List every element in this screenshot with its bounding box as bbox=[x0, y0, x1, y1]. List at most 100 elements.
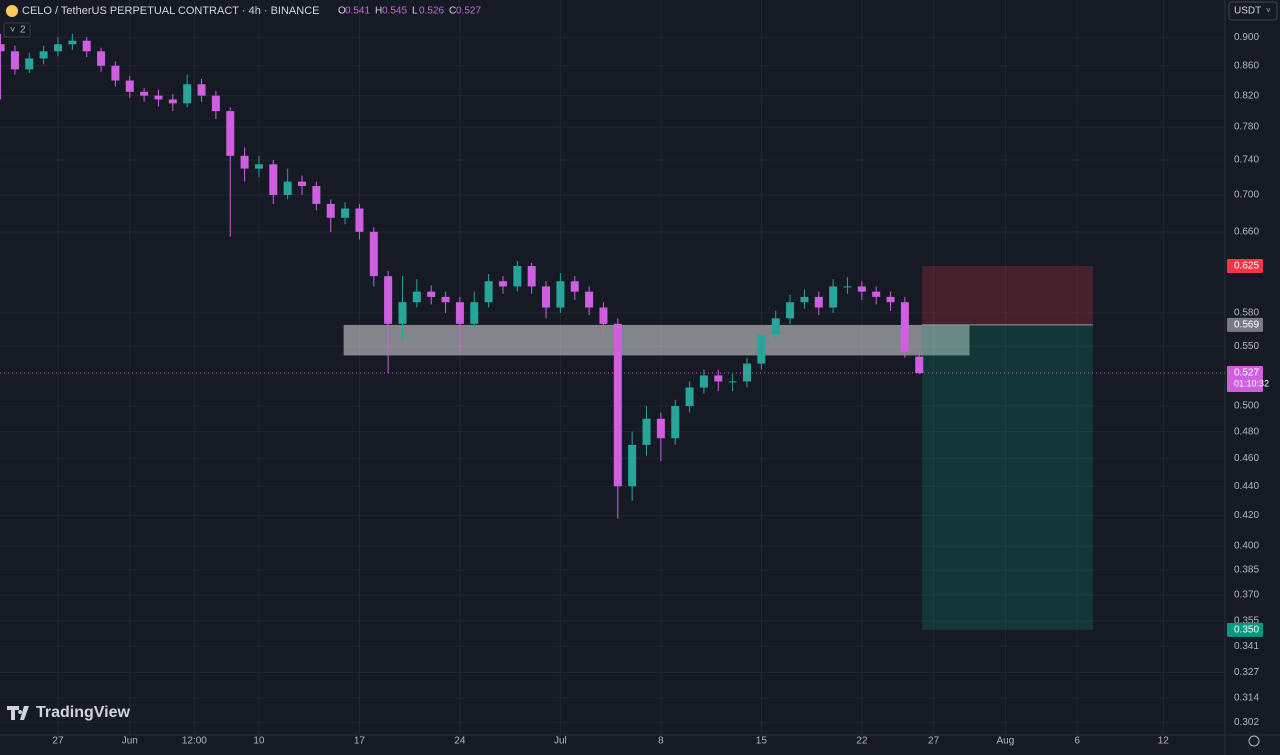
candle-body bbox=[671, 406, 680, 439]
candle-body bbox=[915, 356, 924, 374]
settings-button[interactable] bbox=[1248, 735, 1260, 747]
y-tick-label: 0.302 bbox=[1234, 717, 1259, 728]
y-tick-label: 0.420 bbox=[1234, 510, 1259, 521]
candle-body bbox=[412, 291, 421, 303]
candle-body bbox=[298, 181, 307, 187]
candle-body bbox=[786, 302, 795, 319]
ohlc-value: 0.545 bbox=[382, 6, 407, 17]
x-tick-label: Aug bbox=[996, 736, 1014, 747]
candle-body bbox=[111, 65, 120, 81]
y-tick-label: 0.500 bbox=[1234, 401, 1259, 412]
y-tick-label: 0.580 bbox=[1234, 308, 1259, 319]
y-tick-label: 0.327 bbox=[1234, 667, 1259, 678]
candle-body bbox=[743, 363, 752, 382]
countdown: 01:10:32 bbox=[1234, 378, 1269, 388]
y-tick-label: 0.385 bbox=[1234, 565, 1259, 576]
candle-body bbox=[10, 51, 19, 70]
brand: TradingView bbox=[7, 704, 131, 721]
candle-body bbox=[140, 91, 149, 96]
candle-body bbox=[556, 281, 565, 308]
candle-body bbox=[240, 155, 249, 169]
symbol-icon bbox=[6, 5, 18, 17]
candle-body bbox=[728, 381, 737, 383]
ohlc-value: 0.526 bbox=[419, 6, 444, 17]
candle-body bbox=[427, 291, 436, 297]
currency-select[interactable] bbox=[1228, 1, 1278, 21]
candle-body bbox=[484, 281, 493, 303]
ohlc-key: C bbox=[449, 6, 456, 17]
candle-body bbox=[714, 375, 723, 382]
zone bbox=[343, 324, 970, 356]
price-tag bbox=[1227, 317, 1263, 332]
candle-body bbox=[398, 302, 407, 324]
header: CELO / TetherUS PERPETUAL CONTRACT · 4h … bbox=[3, 1, 1278, 38]
y-tick-label: 0.460 bbox=[1234, 453, 1259, 464]
candle-body bbox=[857, 286, 866, 292]
candle-body bbox=[800, 296, 809, 303]
candle-body bbox=[628, 444, 637, 487]
candle-body bbox=[513, 266, 522, 287]
candle-body bbox=[369, 231, 378, 277]
price-tag bbox=[1227, 622, 1263, 637]
candle-body bbox=[843, 286, 852, 288]
candle-body bbox=[254, 164, 263, 169]
brand-name: TradingView bbox=[36, 704, 131, 721]
price-tag bbox=[1227, 366, 1263, 393]
x-tick-label: 8 bbox=[658, 736, 664, 747]
candle-body bbox=[25, 58, 34, 70]
price-tag bbox=[1227, 259, 1263, 274]
y-tick-label: 0.700 bbox=[1234, 190, 1259, 201]
x-tick-label: 22 bbox=[856, 736, 868, 747]
candle-body bbox=[211, 95, 220, 112]
price-tag-label: 0.350 bbox=[1234, 624, 1259, 635]
y-tick-label: 0.440 bbox=[1234, 481, 1259, 492]
x-tick-label: Jul bbox=[554, 736, 567, 747]
x-tick-label: 24 bbox=[454, 736, 466, 747]
y-tick-label: 0.900 bbox=[1234, 32, 1259, 43]
candle-body bbox=[542, 286, 551, 308]
candle-body bbox=[0, 44, 5, 52]
candle-body bbox=[125, 80, 134, 92]
ohlc-value: 0.541 bbox=[345, 6, 370, 17]
ohlc-key: O bbox=[338, 6, 346, 17]
candle-body bbox=[355, 208, 364, 232]
candle-body bbox=[455, 302, 464, 324]
candle-body bbox=[283, 181, 292, 195]
candle-body bbox=[656, 418, 665, 439]
y-tick-label: 0.860 bbox=[1234, 60, 1259, 71]
candle-body bbox=[570, 281, 579, 292]
candle-body bbox=[384, 276, 393, 324]
x-tick-label: 10 bbox=[253, 736, 265, 747]
candle-body bbox=[326, 203, 335, 218]
candle-body bbox=[699, 375, 708, 388]
y-tick-label: 0.355 bbox=[1234, 616, 1259, 627]
y-tick-label: 0.370 bbox=[1234, 590, 1259, 601]
chevron: ˅ bbox=[10, 24, 15, 34]
symbol: CELO / TetherUS PERPETUAL CONTRACT · 4h … bbox=[22, 5, 319, 17]
y-tick-label: 0.820 bbox=[1234, 90, 1259, 101]
x-tick-label: 6 bbox=[1074, 736, 1080, 747]
x-tick-label: 15 bbox=[756, 736, 768, 747]
candle-body bbox=[757, 334, 766, 364]
y-tick-label: 0.740 bbox=[1234, 155, 1259, 166]
candle-body bbox=[527, 266, 536, 287]
brand-logo bbox=[7, 706, 29, 720]
x-tick-label: Jun bbox=[122, 736, 138, 747]
candle-body bbox=[900, 302, 909, 352]
ohlc-key: H bbox=[375, 6, 382, 17]
price-tag-label: 0.527 bbox=[1234, 368, 1259, 379]
candle-body bbox=[441, 296, 450, 303]
indicators-toggle[interactable] bbox=[3, 22, 31, 38]
currency: USDT bbox=[1234, 6, 1261, 17]
y-tick-label: 0.400 bbox=[1234, 541, 1259, 552]
candle-body bbox=[613, 323, 622, 487]
candle-body bbox=[197, 84, 206, 96]
candle-body bbox=[269, 164, 278, 195]
candle-body bbox=[814, 296, 823, 308]
indicators-count: 2 bbox=[20, 25, 26, 36]
y-tick-label: 0.660 bbox=[1234, 226, 1259, 237]
price-tag-label: 0.569 bbox=[1234, 320, 1259, 331]
y-tick-label: 0.480 bbox=[1234, 426, 1259, 437]
target-area bbox=[922, 324, 1093, 630]
